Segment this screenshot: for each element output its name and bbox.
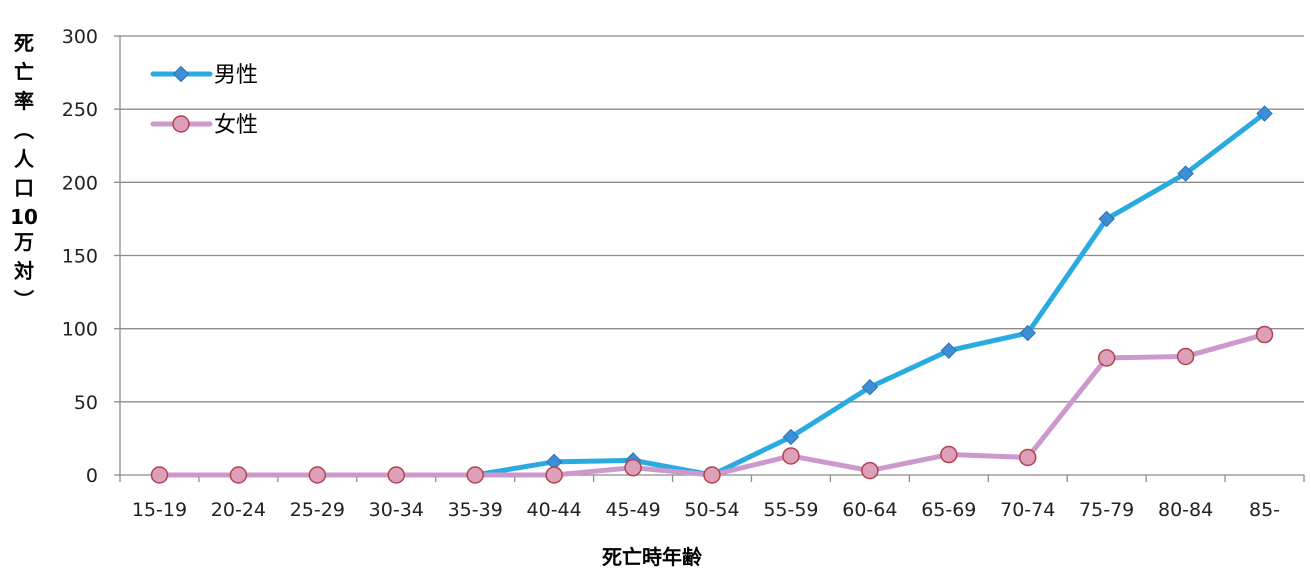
data-point: [940, 445, 958, 464]
series-line: [156, 111, 1268, 478]
data-point: [1019, 324, 1036, 342]
data-point: [861, 378, 879, 396]
data-point: [150, 466, 169, 484]
series: [150, 105, 1274, 484]
data-point: [861, 461, 879, 480]
x-axis-title: 死亡時年齢: [602, 545, 703, 569]
y-tick-label: 150: [62, 246, 98, 268]
data-point: [387, 466, 406, 484]
y-tick-label: 200: [62, 172, 98, 194]
data-point: [1097, 349, 1116, 367]
data-point: [1256, 105, 1273, 122]
series-female: [150, 325, 1274, 484]
x-tick-label: 20-24: [211, 499, 266, 521]
legend-item: 女性: [150, 113, 258, 138]
series-male: [151, 105, 1273, 484]
x-tick-label: 70-74: [1000, 499, 1055, 521]
y-tick-label: 250: [62, 99, 98, 121]
x-tick-label: 45-49: [605, 499, 660, 521]
data-point: [782, 447, 800, 465]
data-point: [308, 466, 327, 484]
data-point: [229, 466, 248, 484]
data-point: [1255, 325, 1274, 344]
x-tick-label: 75-79: [1079, 499, 1134, 521]
y-tick-label: 50: [74, 392, 98, 414]
x-tick-label: 50-54: [684, 499, 739, 521]
data-point: [545, 466, 563, 484]
x-tick-label: 35-39: [448, 499, 503, 521]
x-tick-label: 55-59: [763, 499, 818, 521]
y-axis-title: 死亡率︵人口 10 万対︶: [10, 31, 38, 312]
x-tick-label: 30-34: [369, 499, 424, 521]
legend-marker: [172, 65, 190, 83]
legend-item: 男性: [150, 63, 258, 88]
x-tick-label: 80-84: [1158, 499, 1213, 521]
data-point: [703, 466, 721, 484]
x-tick-label: 85-: [1249, 499, 1280, 521]
x-tick-label: 25-29: [290, 499, 345, 521]
x-tick-label: 40-44: [527, 499, 582, 521]
y-tick-label: 100: [62, 319, 98, 341]
data-point: [1018, 448, 1037, 467]
x-tick-label: 60-64: [842, 499, 897, 521]
y-tick-label: 0: [86, 465, 98, 487]
y-tick-label: 300: [62, 26, 98, 48]
data-point: [782, 428, 800, 446]
gridlines: [120, 35, 1304, 403]
legend-marker: [172, 115, 190, 133]
data-point: [940, 342, 958, 359]
data-point: [1098, 210, 1115, 228]
y-axis-title-text: 死亡率︵人口 10 万対︶: [10, 31, 38, 312]
axes: 0 50 100 150 200 250 300 15-19 20-24 25-29 30-34 35…: [62, 26, 1305, 521]
x-tick-label: 65-69: [921, 499, 976, 521]
data-point: [1177, 165, 1194, 182]
data-point: [624, 458, 642, 477]
x-tick-label: 15-19: [132, 499, 187, 521]
data-point: [466, 466, 484, 484]
legend-label: 男性: [214, 63, 258, 88]
data-point: [1176, 347, 1195, 366]
legend-label: 女性: [214, 113, 258, 138]
